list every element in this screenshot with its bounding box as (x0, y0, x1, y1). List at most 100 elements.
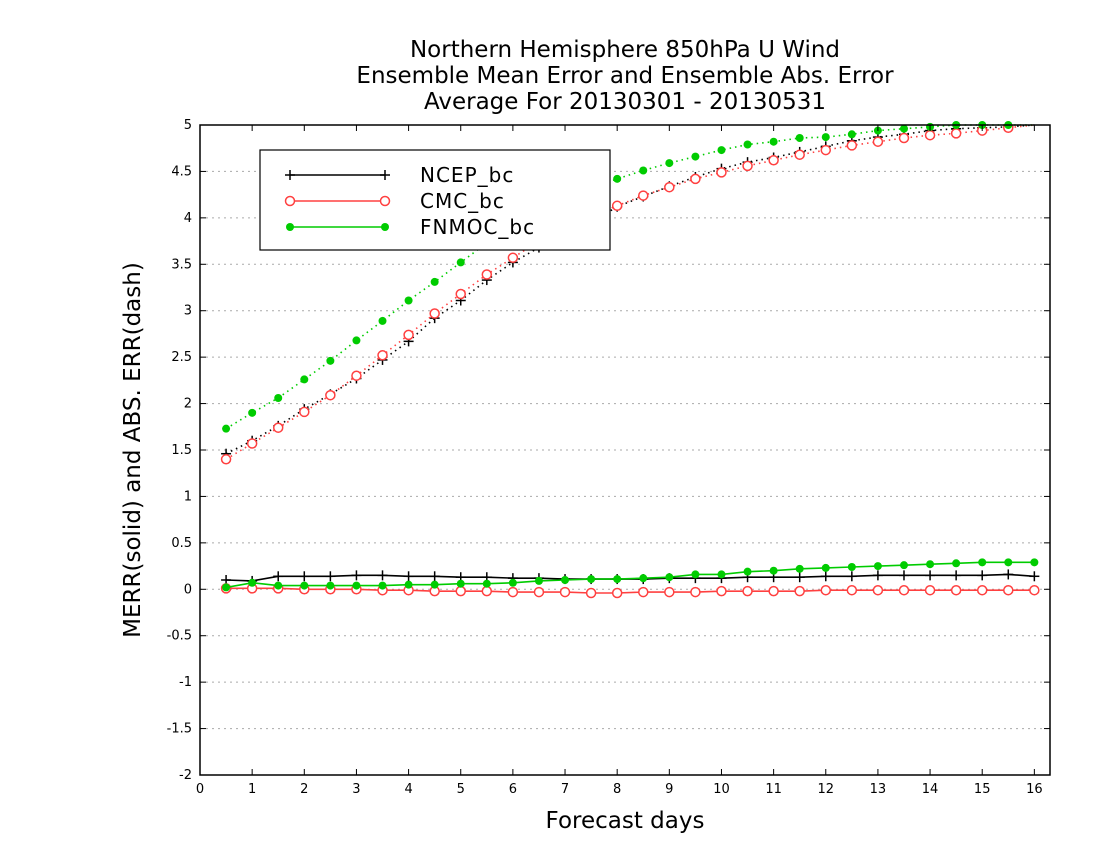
ncep-bc-merr-point (925, 570, 936, 581)
ncep-bc-merr-point (977, 570, 988, 581)
fnmoc-bc-abs-err-point (613, 174, 622, 183)
cmc-bc-merr-point (872, 584, 884, 596)
ncep-bc-merr-point (377, 570, 388, 581)
fnmoc-bc-abs-err-point (743, 140, 752, 149)
x-axis-label: Forecast days (545, 808, 705, 834)
fnmoc-bc-merr-point (274, 581, 283, 590)
ncep-bc-merr-point (403, 571, 414, 582)
legend-label-ncep-bc: NCEP_bc (420, 163, 514, 187)
cmc-bc-abs-err-point (429, 308, 440, 319)
fnmoc-bc-merr-point (795, 564, 804, 573)
fnmoc-bc-abs-err-point (222, 424, 231, 433)
ncep-bc-merr-point (299, 571, 310, 582)
ncep-bc-merr-line (226, 573, 1035, 582)
y-tick-label: -1 (179, 675, 192, 690)
fnmoc-bc-abs-err-point (665, 159, 674, 168)
fnmoc-bc-abs-err-point (821, 133, 830, 142)
fnmoc-bc-abs-err-point (300, 375, 309, 384)
fnmoc-bc-merr-point (378, 581, 387, 590)
fnmoc-bc-merr-point (508, 578, 517, 587)
cmc-bc-merr-point (950, 584, 962, 596)
x-tick-label: 12 (817, 782, 834, 797)
legend-marker-fnmoc-bc (286, 223, 294, 231)
y-tick-label: 4 (184, 211, 192, 226)
fnmoc-bc-abs-err-point (769, 137, 778, 146)
cmc-bc-abs-err-point (846, 140, 858, 151)
fnmoc-bc-merr-point (899, 561, 908, 570)
axis-ticks: 54.543.532.521.510.50-0.5-1-1.5-20 1 2 3 4 5 6… (167, 118, 1050, 797)
cmc-bc-merr-point (716, 585, 727, 597)
legend-marker-ncep-bc (380, 170, 390, 180)
fnmoc-bc-abs-err-point (326, 356, 335, 365)
cmc-bc-abs-err-point (481, 269, 493, 280)
cmc-bc-merr-point (455, 585, 466, 597)
fnmoc-bc-merr-point (847, 563, 856, 571)
cmc-bc-merr-point (794, 585, 805, 597)
chart-title-line-1: Northern Hemisphere 850hPa U Wind (409, 37, 841, 63)
cmc-bc-abs-err-point (246, 438, 258, 449)
y-tick-label: 3 (184, 304, 192, 319)
fnmoc-bc-merr-point (222, 583, 231, 592)
cmc-bc-abs-err-point (664, 181, 675, 193)
cmc-bc-merr-point (690, 586, 701, 598)
x-tick-label: 5 (457, 782, 465, 797)
x-tick-label: 1 (248, 782, 256, 797)
fnmoc-bc-merr-point (248, 578, 257, 587)
chart-title-line-3: Average For 20130301 - 20130531 (423, 89, 827, 115)
y-tick-label: -1.5 (167, 722, 192, 737)
legend-marker-cmc-bc (379, 195, 391, 207)
fnmoc-bc-merr-point (587, 575, 596, 584)
cmc-bc-merr-point (533, 586, 545, 598)
cmc-bc-abs-err-point (742, 160, 753, 172)
x-tick-label: 6 (509, 782, 517, 797)
cmc-bc-abs-err-point (403, 329, 414, 341)
x-tick-label: 10 (713, 782, 730, 797)
fnmoc-bc-merr-point (873, 562, 882, 571)
y-tick-label: 4.5 (171, 164, 192, 179)
cmc-bc-merr-point (924, 584, 936, 596)
ncep-bc-merr-point (846, 571, 857, 582)
cmc-bc-abs-err-point (716, 167, 727, 178)
cmc-bc-abs-err-point (351, 370, 362, 381)
ncep-bc-merr-point (820, 571, 831, 582)
legend-marker-ncep-bc (285, 170, 295, 180)
fnmoc-bc-merr-point (743, 567, 752, 576)
cmc-bc-merr-point (507, 586, 519, 598)
cmc-bc-merr-point (664, 586, 675, 598)
fnmoc-bc-merr-point (300, 581, 309, 590)
cmc-bc-merr-point (1029, 584, 1040, 596)
cmc-bc-merr-point (898, 584, 910, 596)
cmc-bc-abs-err-point (455, 288, 466, 300)
fnmoc-bc-merr-point (326, 581, 335, 590)
fnmoc-bc-abs-err-point (352, 336, 361, 345)
y-tick-label: 2 (184, 397, 192, 412)
fnmoc-bc-merr-point (534, 576, 543, 585)
fnmoc-bc-abs-err-point (430, 277, 439, 286)
fnmoc-bc-merr-point (613, 575, 622, 584)
ncep-bc-merr-point (898, 570, 909, 581)
fnmoc-bc-merr-point (769, 566, 778, 575)
cmc-bc-merr-point (638, 586, 649, 598)
x-tick-label: 15 (974, 782, 991, 797)
ncep-bc-merr-point (273, 571, 284, 582)
cmc-bc-merr-point (481, 585, 493, 597)
cmc-bc-merr-point (611, 587, 623, 599)
cmc-bc-abs-err-point (898, 132, 910, 144)
fnmoc-bc-merr-point (482, 579, 491, 588)
cmc-bc-abs-err-point (794, 149, 805, 160)
cmc-bc-merr-point (1003, 584, 1014, 596)
fnmoc-bc-abs-err-point (404, 296, 413, 305)
x-tick-label: 11 (765, 782, 782, 797)
fnmoc-bc-merr-point (561, 576, 570, 584)
fnmoc-bc-merr-point (926, 560, 935, 569)
x-tick-label: 4 (404, 782, 412, 797)
cmc-bc-merr-point (820, 584, 832, 596)
ncep-bc-merr-point (872, 570, 883, 581)
grid-lines (200, 170, 1050, 730)
cmc-bc-abs-err-point (638, 190, 649, 201)
x-tick-label: 16 (1026, 782, 1043, 797)
cmc-bc-abs-err-point (377, 350, 388, 361)
y-tick-label: 3.5 (171, 257, 192, 272)
